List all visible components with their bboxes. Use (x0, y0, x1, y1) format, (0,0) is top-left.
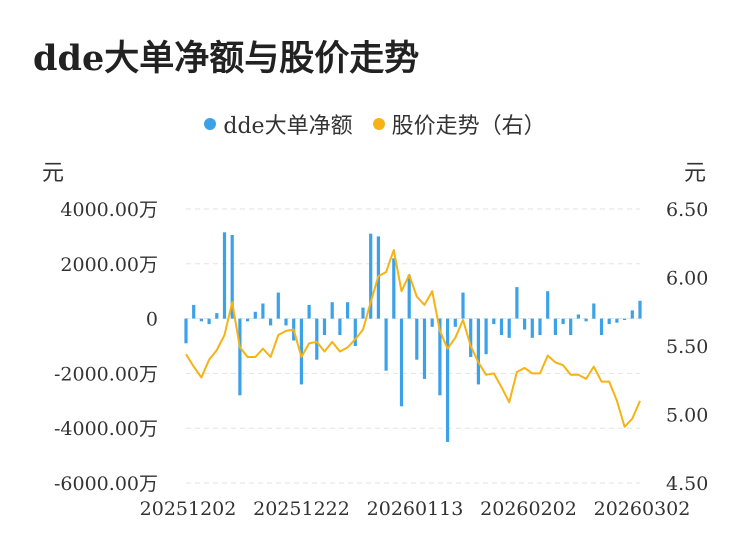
left-tick-label: -6000.00万 (54, 473, 158, 495)
x-tick-label: 20260113 (367, 498, 464, 520)
dde-bar (446, 318, 450, 442)
dde-bar (361, 307, 365, 319)
dde-bar (499, 318, 504, 335)
dde-bar (515, 287, 519, 319)
dde-bar (353, 318, 357, 346)
dde-bar (322, 318, 327, 335)
x-tick-label: 20251222 (253, 498, 350, 520)
legend-dot-dde (204, 118, 217, 130)
dde-bar (392, 258, 396, 319)
left-tick-label: -4000.00万 (54, 418, 158, 440)
dde-bar (576, 314, 580, 319)
dde-bar (399, 318, 404, 407)
dde-bar (569, 318, 573, 335)
left-tick-label: 0 (146, 309, 158, 331)
dde-bar (492, 318, 496, 325)
dde-bar (238, 318, 242, 396)
dde-bar (638, 300, 642, 319)
right-tick-label: 6.50 (666, 199, 708, 221)
left-axis-unit: 元 (42, 161, 65, 186)
dde-bar (592, 303, 596, 319)
dde-bar (184, 318, 188, 344)
right-tick-label: 6.00 (666, 268, 708, 290)
dde-bar (599, 318, 604, 335)
dde-bar (407, 274, 411, 319)
price-line (185, 249, 641, 428)
dde-bar (507, 318, 511, 338)
dde-bar (530, 318, 534, 338)
x-tick-label: 20260302 (594, 498, 691, 520)
legend-item-price[interactable]: 股价走势（右） (372, 108, 546, 140)
dde-bar (207, 318, 211, 325)
x-tick-label: 20251202 (140, 498, 237, 520)
dde-bar (222, 232, 227, 319)
right-tick-label: 4.50 (666, 473, 708, 495)
dde-bar (199, 318, 203, 322)
left-tick-label: 2000.00万 (60, 254, 158, 276)
dde-bar (461, 292, 465, 319)
dde-bar (630, 310, 634, 319)
dde-bar (415, 318, 419, 360)
dde-bar (338, 318, 342, 335)
dde-bar (315, 318, 319, 360)
dde-bar (607, 318, 611, 325)
dde-bar (261, 303, 265, 319)
legend-label-dde: dde大单净额 (223, 114, 353, 139)
legend: dde大单净额 股价走势（右） (0, 108, 750, 140)
dde-bar (246, 318, 250, 322)
dde-bar (253, 311, 257, 319)
dde-bar (346, 302, 350, 319)
dde-bar (192, 304, 196, 319)
dde-bar (623, 318, 627, 320)
dde-bar (453, 318, 457, 327)
dde-bar (215, 313, 219, 319)
dde-bar (584, 318, 588, 322)
dde-bar (430, 318, 434, 327)
dde-bar (476, 318, 480, 385)
dde-bar (230, 235, 234, 319)
dde-bar (384, 318, 388, 371)
dde-bar (615, 318, 619, 323)
dde-bar (284, 318, 288, 326)
right-tick-label: 5.00 (666, 405, 708, 427)
x-tick-label: 20260202 (480, 498, 577, 520)
dde-bar (369, 233, 373, 319)
dde-bar (299, 318, 303, 385)
dde-bar (469, 318, 473, 357)
right-tick-label: 5.50 (666, 336, 708, 358)
left-tick-label: -2000.00万 (54, 363, 158, 385)
dde-bar (276, 292, 280, 319)
dde-bar (484, 318, 488, 355)
dde-bar (330, 302, 334, 319)
dde-bar (561, 318, 565, 325)
dde-bar (523, 318, 527, 330)
left-tick-label: 4000.00万 (60, 199, 158, 221)
dde-bar (269, 318, 273, 326)
right-axis-unit: 元 (684, 161, 707, 186)
legend-label-price: 股价走势（右） (391, 114, 546, 139)
dde-bar (553, 318, 557, 335)
dde-bar (538, 318, 542, 335)
dde-bar (307, 304, 311, 319)
dde-bar (422, 318, 427, 379)
legend-dot-price (372, 118, 385, 130)
legend-item-dde[interactable]: dde大单净额 (204, 108, 353, 140)
dde-bar (546, 291, 550, 319)
dde-bar (438, 318, 442, 396)
chart-title: dde大单净额与股价走势 (33, 38, 420, 79)
